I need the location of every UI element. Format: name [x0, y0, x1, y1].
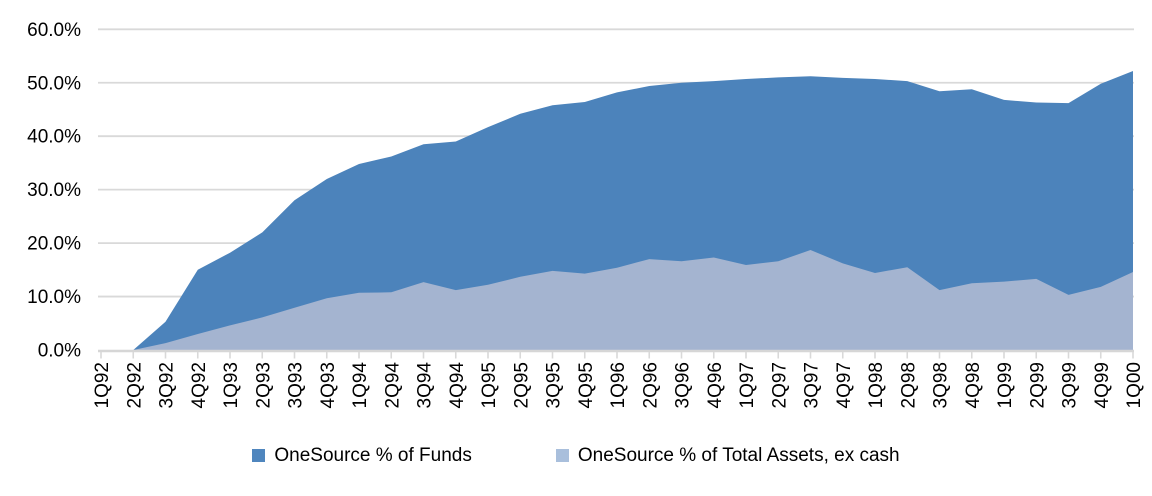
x-tick-label: 3Q97 — [802, 362, 823, 408]
area-series — [101, 71, 1133, 350]
x-tick-label: 1Q00 — [1124, 362, 1145, 408]
x-tick-label: 3Q98 — [931, 362, 952, 408]
x-tick-label: 4Q99 — [1092, 362, 1113, 408]
x-tick-label: 3Q95 — [544, 362, 565, 408]
x-tick-label: 1Q92 — [92, 362, 113, 408]
x-tick-label: 4Q92 — [189, 362, 210, 408]
y-tick-label: 30.0% — [27, 180, 81, 201]
y-tick-label: 0.0% — [38, 341, 81, 362]
x-tick-label: 1Q98 — [866, 362, 887, 408]
x-tick-label: 2Q94 — [382, 362, 403, 409]
x-tick-label: 1Q93 — [221, 362, 242, 408]
y-tick-label: 60.0% — [27, 20, 81, 41]
legend-swatch-funds — [252, 448, 266, 462]
x-tick-label: 2Q97 — [769, 362, 790, 408]
x-tick-label: 3Q93 — [286, 362, 307, 408]
x-tick-label: 3Q92 — [157, 362, 178, 408]
x-tick-label: 3Q96 — [673, 362, 694, 408]
x-tick-label: 4Q94 — [447, 362, 468, 409]
x-tick-label: 3Q99 — [1060, 362, 1081, 408]
x-tick-label: 2Q92 — [124, 362, 145, 408]
x-tick-label: 4Q98 — [963, 362, 984, 408]
area-series-1 — [101, 250, 1133, 350]
x-axis-labels: 1Q92 2Q92 3Q92 4Q92 1Q93 2Q93 3Q93 4Q93 1Q94 2Q94… — [92, 362, 1145, 409]
y-tick-label: 10.0% — [27, 287, 81, 308]
y-tick-label: 20.0% — [27, 234, 81, 255]
y-tick-label: 40.0% — [27, 127, 81, 148]
x-tick-label: 2Q93 — [253, 362, 274, 408]
x-tick-label: 1Q96 — [608, 362, 629, 408]
y-tick-label: 50.0% — [27, 73, 81, 94]
legend-item-assets: OneSource % of Total Assets, ex cash — [555, 444, 900, 466]
x-tick-label: 4Q93 — [318, 362, 339, 408]
legend-item-funds: OneSource % of Funds — [252, 446, 472, 465]
x-tick-label: 4Q95 — [576, 362, 597, 408]
y-axis-labels: 0.0% 10.0% 20.0% 30.0% 40.0% 50.0% 60.0% — [27, 20, 81, 362]
legend-label-funds: OneSource % of Funds — [274, 444, 472, 466]
legend-swatch-assets — [555, 448, 569, 462]
x-axis — [98, 349, 1134, 359]
x-tick-label: 2Q99 — [1027, 362, 1048, 408]
x-tick-label: 4Q97 — [834, 362, 855, 408]
chart-legend: OneSource % of Funds OneSource % of Tota… — [0, 438, 1152, 472]
x-tick-label: 4Q96 — [705, 362, 726, 408]
legend-label-assets: OneSource % of Total Assets, ex cash — [577, 444, 900, 466]
x-tick-label: 1Q97 — [737, 362, 758, 408]
x-tick-label: 1Q95 — [479, 362, 500, 408]
x-tick-label: 1Q99 — [995, 362, 1016, 408]
x-tick-label: 1Q94 — [350, 362, 371, 409]
x-tick-label: 2Q98 — [898, 362, 919, 408]
x-tick-label: 3Q94 — [415, 362, 436, 409]
area-chart: 0.0% 10.0% 20.0% 30.0% 40.0% 50.0% 60.0% 1Q92 2Q… — [27, 20, 1145, 409]
x-tick-label: 2Q95 — [511, 362, 532, 408]
x-tick-label: 2Q96 — [640, 362, 661, 408]
